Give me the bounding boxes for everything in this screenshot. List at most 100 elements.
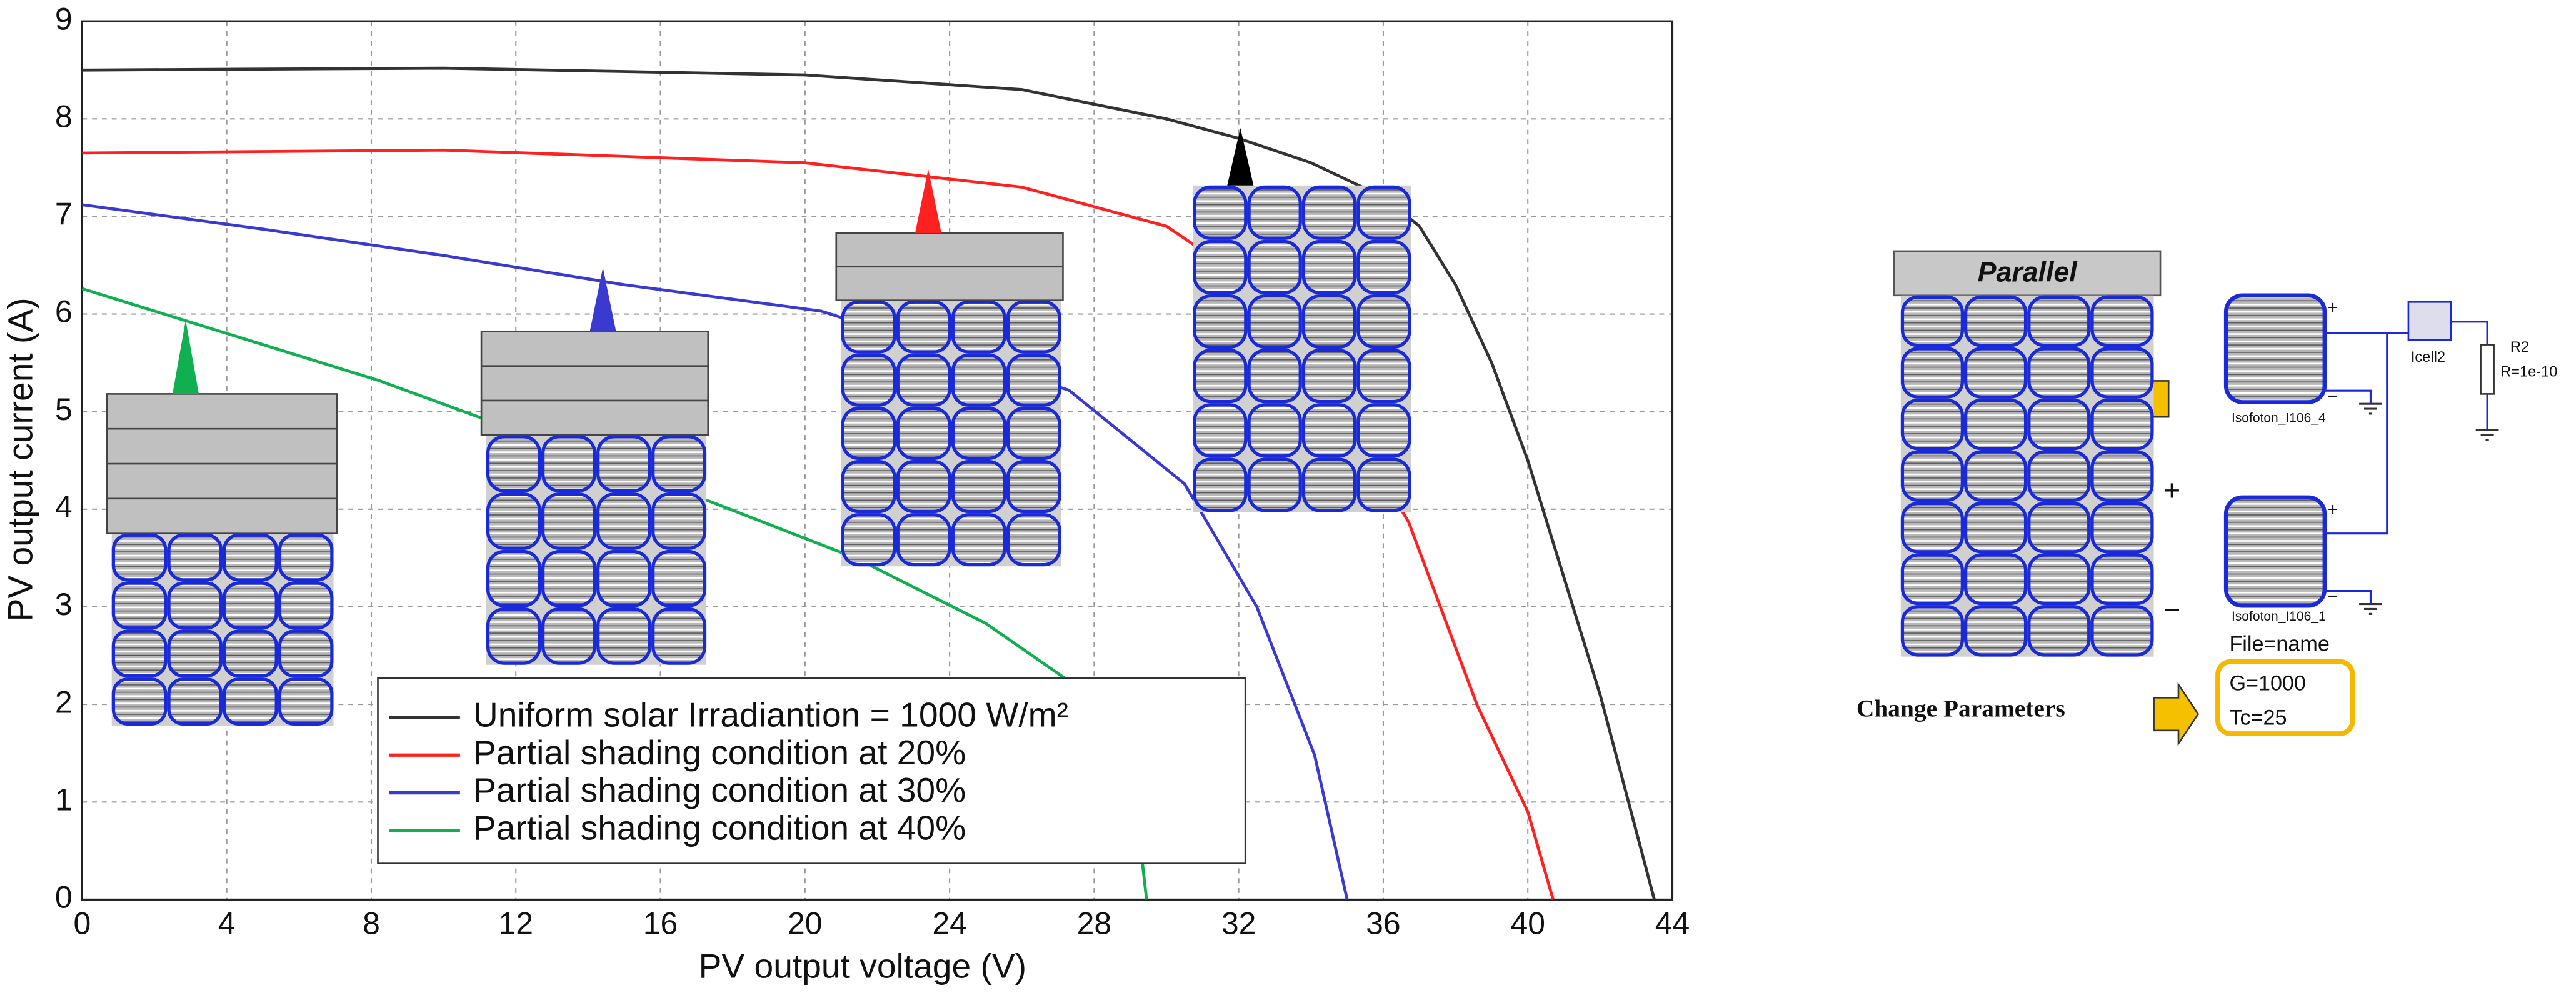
cell bbox=[2027, 605, 2091, 657]
cell bbox=[1247, 457, 1302, 512]
legend-label: Uniform solar Irradiantion = 1000 W/m² bbox=[473, 695, 1068, 734]
cell bbox=[541, 549, 597, 607]
cell bbox=[1301, 457, 1357, 512]
cell bbox=[951, 459, 1006, 514]
ammeter bbox=[2407, 301, 2452, 341]
y-tick-label: 0 bbox=[55, 880, 73, 915]
cell bbox=[651, 492, 707, 550]
cell bbox=[1247, 403, 1302, 458]
cell bbox=[2090, 295, 2154, 347]
module bbox=[2223, 293, 2327, 404]
y-tick-label: 3 bbox=[55, 587, 73, 622]
cell bbox=[111, 629, 168, 678]
cell bbox=[1006, 513, 1061, 567]
cell bbox=[2090, 605, 2154, 657]
cell bbox=[1963, 347, 2028, 399]
cell bbox=[1356, 294, 1411, 349]
solar-panel bbox=[1193, 185, 1411, 512]
cell bbox=[1900, 398, 1964, 451]
cell bbox=[841, 459, 896, 514]
x-tick-label: 40 bbox=[1510, 906, 1545, 941]
y-tick-label: 6 bbox=[55, 294, 73, 329]
cell bbox=[1301, 185, 1357, 240]
cell bbox=[2027, 347, 2091, 399]
minus-sign: − bbox=[2163, 594, 2181, 627]
panel-header bbox=[1893, 250, 2162, 297]
cell bbox=[896, 353, 951, 407]
cell bbox=[1301, 403, 1357, 458]
file-param: File=name bbox=[2229, 632, 2329, 656]
panel-title: Parallel bbox=[1978, 257, 2078, 287]
diagram: Parallel + − Isofoton_I106_4 Isofoton_I1… bbox=[1857, 250, 2557, 747]
cell bbox=[1963, 553, 2028, 606]
cell bbox=[1247, 294, 1302, 349]
cell bbox=[651, 549, 707, 607]
cell bbox=[596, 435, 652, 492]
cell bbox=[951, 300, 1006, 354]
x-tick-label: 44 bbox=[1655, 906, 1690, 941]
cell bbox=[2027, 450, 2091, 502]
cell bbox=[486, 607, 541, 665]
tc-param: Tc=25 bbox=[2229, 706, 2287, 729]
cell bbox=[951, 513, 1006, 567]
cell bbox=[486, 492, 541, 550]
resistor-value: R=1e-10 bbox=[2500, 364, 2557, 381]
change-parameters: Change Parameters bbox=[1857, 694, 2065, 722]
cell bbox=[651, 607, 707, 665]
cell bbox=[1356, 457, 1411, 512]
cell bbox=[1006, 459, 1061, 514]
cell bbox=[841, 406, 896, 460]
cell bbox=[278, 677, 334, 726]
cell bbox=[1006, 406, 1061, 460]
cell bbox=[596, 607, 652, 665]
cell bbox=[223, 533, 278, 582]
cell bbox=[1193, 349, 1248, 404]
cell bbox=[1963, 605, 2028, 657]
y-tick-label: 4 bbox=[55, 489, 73, 524]
cell bbox=[2090, 398, 2154, 451]
y-tick-label: 5 bbox=[55, 392, 73, 427]
cell bbox=[1193, 457, 1248, 512]
cell bbox=[1900, 502, 1964, 554]
cell bbox=[951, 353, 1006, 407]
pointer bbox=[915, 169, 941, 233]
x-tick-label: 12 bbox=[498, 906, 533, 941]
cell bbox=[1006, 353, 1061, 407]
cell bbox=[541, 607, 597, 665]
cell bbox=[841, 300, 896, 354]
x-tick-label: 8 bbox=[363, 906, 380, 941]
terminal-plus: + bbox=[2328, 297, 2338, 317]
cell bbox=[111, 677, 168, 726]
cell bbox=[1963, 502, 2028, 554]
cell bbox=[1356, 349, 1411, 404]
cell bbox=[167, 677, 223, 726]
cell bbox=[1963, 398, 2028, 451]
cell bbox=[1193, 185, 1248, 240]
cell bbox=[1900, 347, 1964, 399]
arrow-right bbox=[2153, 681, 2200, 747]
cell bbox=[223, 629, 278, 678]
cell bbox=[1301, 294, 1357, 349]
wires bbox=[2324, 321, 2488, 604]
cell bbox=[2027, 553, 2091, 606]
x-tick-label: 4 bbox=[218, 906, 236, 941]
x-tick-label: 36 bbox=[1366, 906, 1401, 941]
y-tick-label: 1 bbox=[55, 782, 73, 817]
shade-block bbox=[480, 331, 709, 436]
cell bbox=[2090, 502, 2154, 554]
cell bbox=[841, 353, 896, 407]
cell bbox=[896, 459, 951, 514]
cell bbox=[278, 533, 334, 582]
terminal-minus: − bbox=[2328, 587, 2338, 607]
pointer bbox=[172, 320, 199, 394]
pointer bbox=[589, 267, 616, 332]
cell bbox=[541, 435, 597, 492]
cell bbox=[1963, 450, 2028, 502]
cell bbox=[486, 435, 541, 492]
cell bbox=[223, 677, 278, 726]
cell bbox=[841, 513, 896, 567]
cell bbox=[896, 513, 951, 567]
cell bbox=[1247, 185, 1302, 240]
legend-box bbox=[377, 677, 1246, 864]
